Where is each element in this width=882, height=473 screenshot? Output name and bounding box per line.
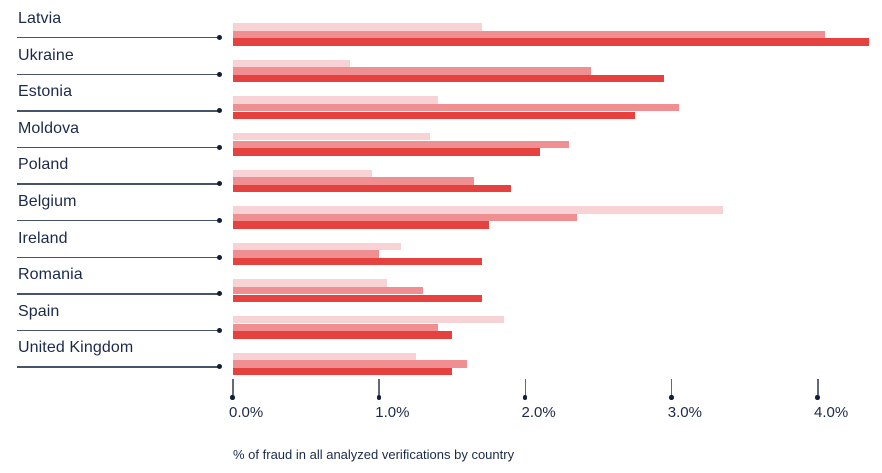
leader-line (17, 71, 222, 77)
axis-tick-dot (376, 395, 382, 400)
light-pink-bar (233, 352, 416, 361)
light-pink-bar (233, 132, 431, 141)
leader-dot (217, 108, 222, 114)
medium-pink-bar (233, 250, 380, 258)
leader-dot (217, 144, 222, 150)
medium-pink-bar (233, 360, 467, 368)
leader-line (17, 144, 222, 150)
leader-dot (217, 327, 222, 333)
light-pink-bar (233, 96, 438, 104)
red-bar (233, 111, 636, 120)
red-bar (233, 257, 482, 266)
axis-tick-line (670, 379, 673, 395)
light-pink-bar (233, 242, 402, 251)
leader-line (17, 254, 222, 260)
medium-pink-bar (233, 213, 577, 222)
medium-pink-bar (233, 103, 680, 112)
country-label: Estonia (18, 83, 73, 101)
axis-tick-dot (230, 395, 235, 400)
medium-pink-bar (233, 286, 424, 295)
medium-pink-bar (233, 30, 826, 39)
leader-dot (217, 35, 222, 40)
leader-line (17, 108, 222, 114)
axis-caption: % of fraud in all analyzed verifications… (233, 447, 515, 462)
leader-dot (217, 364, 222, 370)
axis-tick-dot (522, 395, 528, 400)
leader-line (17, 291, 222, 297)
leader-dot (217, 218, 222, 223)
light-pink-bar (233, 315, 504, 324)
axis-tick-label: 4.0% (814, 404, 849, 421)
country-label: Belgium (18, 193, 77, 210)
country-label: Romania (18, 266, 83, 284)
axis-tick-label: 2.0% (521, 404, 556, 421)
light-pink-bar (233, 206, 723, 214)
red-bar (233, 74, 665, 83)
axis-tick-dot (815, 395, 820, 400)
medium-pink-bar (233, 67, 592, 75)
leader-dot (217, 181, 222, 187)
axis-tick-line (817, 379, 819, 395)
light-pink-bar (233, 23, 482, 31)
red-bar (233, 331, 453, 339)
axis-tick-line (378, 379, 380, 395)
axis-tick-line (524, 379, 526, 395)
axis-tick-label: 0.0% (229, 404, 264, 421)
axis-tick-label: 1.0% (375, 404, 410, 421)
country-label: Latvia (18, 10, 62, 27)
leader-line (17, 364, 222, 370)
red-bar (233, 38, 870, 46)
red-bar (233, 221, 489, 229)
country-label: Ireland (18, 229, 68, 247)
country-label: Poland (18, 156, 69, 174)
medium-pink-bar (233, 323, 438, 332)
axis-tick-dot (669, 395, 674, 400)
red-bar (233, 367, 453, 376)
leader-dot (217, 71, 222, 77)
medium-pink-bar (233, 140, 570, 149)
red-bar (233, 148, 541, 156)
light-pink-bar (233, 279, 387, 287)
light-pink-bar (233, 169, 372, 178)
red-bar (233, 184, 511, 193)
axis-tick-line (232, 379, 234, 395)
country-label: United Kingdom (18, 339, 134, 357)
red-bar (233, 294, 482, 303)
leader-dot (217, 254, 222, 260)
country-label: Spain (18, 302, 60, 320)
country-label: Moldova (18, 119, 80, 137)
leader-line (17, 218, 222, 223)
leader-dot (217, 291, 222, 297)
country-label: Ukraine (18, 46, 74, 64)
leader-line (17, 327, 222, 333)
medium-pink-bar (233, 177, 475, 185)
light-pink-bar (233, 59, 350, 68)
axis-tick-label: 3.0% (667, 404, 702, 421)
leader-line (17, 181, 222, 187)
leader-line (17, 35, 222, 40)
